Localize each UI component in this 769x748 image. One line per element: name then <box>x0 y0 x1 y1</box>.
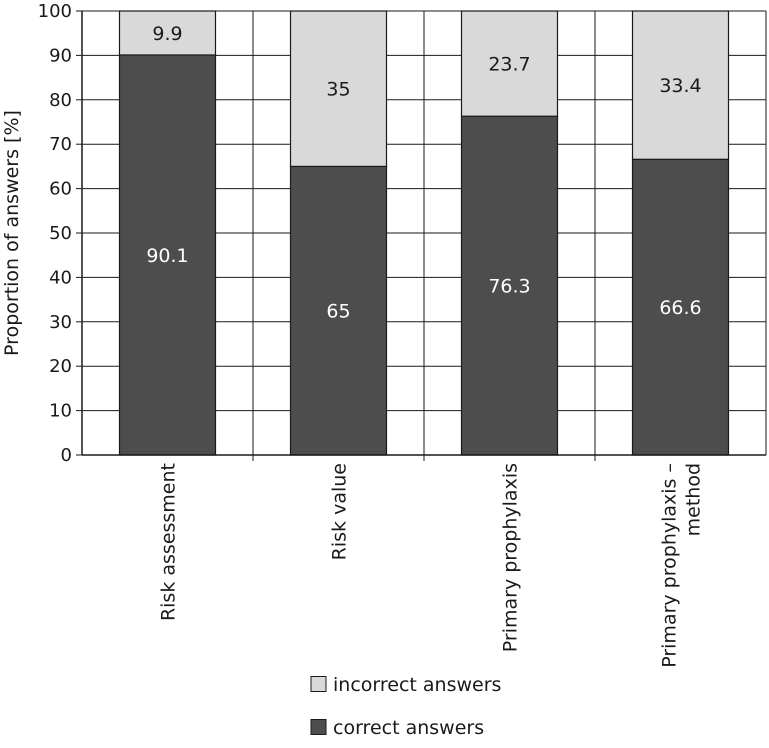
category-label: Primary prophylaxis <box>500 463 522 652</box>
y-tick-label: 30 <box>49 312 72 333</box>
y-tick-label: 60 <box>49 179 72 200</box>
y-tick-label: 100 <box>38 1 72 22</box>
y-tick-label: 10 <box>49 401 72 422</box>
bar-segment <box>460 115 559 456</box>
bar-segment <box>289 10 388 167</box>
category-label: Risk value <box>329 463 351 560</box>
y-tick-label: 80 <box>49 90 72 111</box>
bar-segment <box>631 10 730 160</box>
category-label-line: Primary prophylaxis – <box>659 463 681 668</box>
data-label: 66.6 <box>659 297 701 319</box>
y-tick-label: 90 <box>49 45 72 66</box>
bar-segment <box>289 165 388 456</box>
y-axis-title: Proportion of answers [%] <box>1 110 23 356</box>
legend-swatch <box>310 719 327 735</box>
legend-label: incorrect answers <box>333 674 501 696</box>
legend: incorrect answers correct answers <box>310 674 501 739</box>
y-tick-label: 0 <box>61 445 72 466</box>
axes: 0 10 20 30 40 50 60 70 80 90 100 <box>38 1 766 466</box>
bar-segment <box>118 54 217 456</box>
category-label: Primary prophylaxis – method <box>659 463 705 668</box>
data-label: 90.1 <box>146 245 188 267</box>
data-label: 76.3 <box>488 276 530 298</box>
y-tick-label: 40 <box>49 267 72 288</box>
data-label: 9.9 <box>152 23 182 45</box>
data-label: 23.7 <box>488 54 530 76</box>
y-tick-label: 70 <box>49 134 72 155</box>
data-label: 35 <box>326 79 350 101</box>
category-label-line: method <box>683 463 705 536</box>
legend-label: correct answers <box>333 717 484 739</box>
bar-segment <box>118 10 217 56</box>
data-label: 33.4 <box>659 75 701 97</box>
bar-segment <box>631 158 730 456</box>
category-label: Risk assessment <box>158 463 180 621</box>
x-axis-labels: Risk assessment Risk value Primary prophyl… <box>158 463 705 668</box>
y-tick-label: 50 <box>49 223 72 244</box>
bar-segment <box>460 10 559 117</box>
y-tick-label: 20 <box>49 356 72 377</box>
category-label-line: Risk assessment <box>158 463 180 621</box>
bars: 90.1 9.9 65 35 76.3 23.7 66.6 33.4 <box>118 10 730 456</box>
data-label: 65 <box>326 301 350 323</box>
legend-swatch <box>310 676 327 692</box>
category-label-line: Primary prophylaxis <box>500 463 522 652</box>
category-label-line: Risk value <box>329 463 351 560</box>
